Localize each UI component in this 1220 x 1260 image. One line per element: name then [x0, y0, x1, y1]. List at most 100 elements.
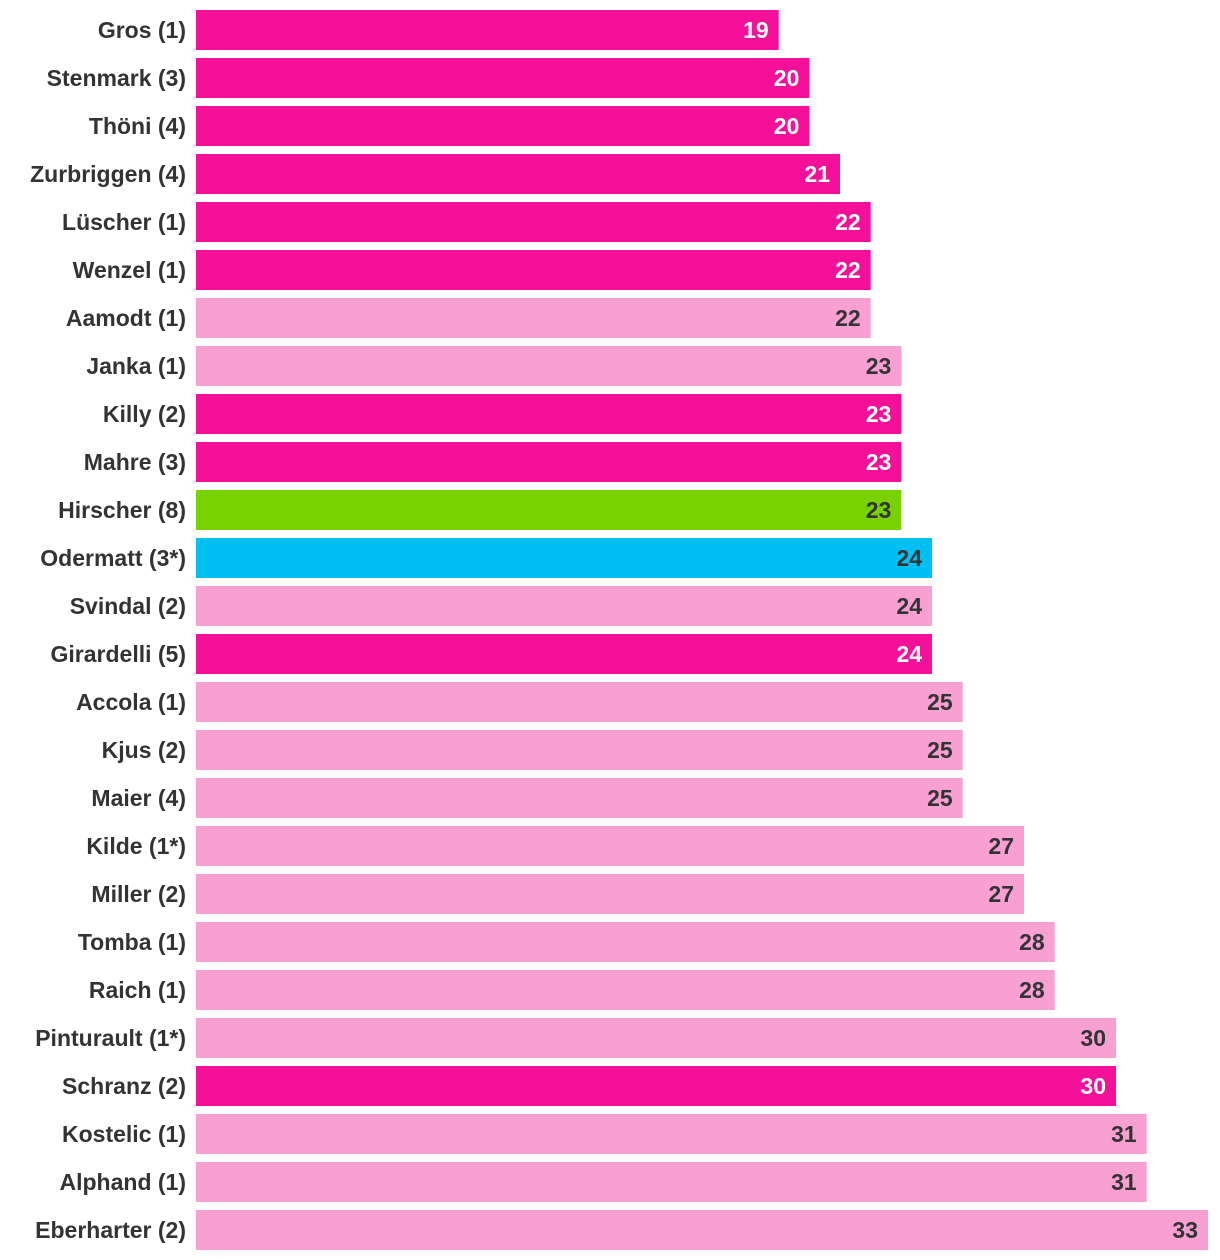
value-label: 20: [774, 65, 800, 91]
value-label: 22: [835, 305, 861, 331]
category-label: Killy (2): [103, 401, 186, 427]
value-label: 24: [896, 545, 922, 571]
value-label: 30: [1080, 1025, 1106, 1051]
bar-row: Raich (1) 28: [89, 970, 1055, 1010]
bar: [196, 58, 810, 98]
bar-row: Gros (1) 19: [98, 10, 779, 50]
bar-row: Girardelli (5) 24: [51, 634, 932, 674]
category-label: Girardelli (5): [51, 641, 186, 667]
bar-row: Odermatt (3*) 24: [40, 538, 932, 578]
bar-row: Kilde (1*) 27: [86, 826, 1024, 866]
bar-row: Zurbriggen (4) 21: [30, 154, 840, 194]
bar-row: Svindal (2) 24: [70, 586, 932, 626]
value-label: 21: [804, 161, 830, 187]
bar-row: Pinturault (1*) 30: [35, 1018, 1116, 1058]
bar-row: Eberharter (2) 33: [35, 1210, 1208, 1250]
value-label: 25: [927, 689, 953, 715]
bars-layer: Gros (1) 19 Stenmark (3) 20 Thöni (4) 20 Zurbr…: [30, 10, 1208, 1250]
category-label: Janka (1): [86, 353, 186, 379]
bar: [196, 10, 779, 50]
category-label: Gros (1): [98, 17, 186, 43]
bar: [196, 490, 902, 530]
value-label: 20: [774, 113, 800, 139]
value-label: 28: [1019, 977, 1045, 1003]
category-label: Eberharter (2): [35, 1217, 186, 1243]
bar: [196, 1210, 1208, 1250]
bar: [196, 394, 902, 434]
bar-row: Maier (4) 25: [91, 778, 963, 818]
bar-row: Hirscher (8) 23: [58, 490, 902, 530]
category-label: Alphand (1): [60, 1169, 187, 1195]
bar-row: Miller (2) 27: [91, 874, 1024, 914]
category-label: Mahre (3): [84, 449, 186, 475]
bar: [196, 442, 902, 482]
bar-row: Killy (2) 23: [103, 394, 902, 434]
bar-row: Mahre (3) 23: [84, 442, 902, 482]
category-label: Aamodt (1): [66, 305, 186, 331]
bar: [196, 586, 932, 626]
category-label: Schranz (2): [62, 1073, 186, 1099]
bar: [196, 682, 963, 722]
value-label: 30: [1080, 1073, 1106, 1099]
value-label: 23: [866, 449, 892, 475]
value-label: 24: [896, 593, 922, 619]
value-label: 22: [835, 257, 861, 283]
category-label: Svindal (2): [70, 593, 186, 619]
category-label: Zurbriggen (4): [30, 161, 186, 187]
value-label: 25: [927, 785, 953, 811]
bar: [196, 250, 871, 290]
bar: [196, 1162, 1147, 1202]
value-label: 31: [1111, 1169, 1137, 1195]
bar: [196, 346, 902, 386]
category-label: Stenmark (3): [47, 65, 186, 91]
bar: [196, 1066, 1116, 1106]
value-label: 25: [927, 737, 953, 763]
category-label: Lüscher (1): [62, 209, 186, 235]
bar-row: Kjus (2) 25: [102, 730, 963, 770]
value-label: 27: [988, 881, 1014, 907]
category-label: Thöni (4): [89, 113, 186, 139]
category-label: Hirscher (8): [58, 497, 186, 523]
bar-row: Accola (1) 25: [76, 682, 963, 722]
bar: [196, 730, 963, 770]
bar: [196, 634, 932, 674]
value-label: 33: [1172, 1217, 1198, 1243]
bar: [196, 874, 1024, 914]
bar: [196, 778, 963, 818]
bar-row: Tomba (1) 28: [78, 922, 1055, 962]
bar-row: Lüscher (1) 22: [62, 202, 871, 242]
category-label: Tomba (1): [78, 929, 186, 955]
value-label: 23: [866, 353, 892, 379]
bar: [196, 538, 932, 578]
bar-row: Janka (1) 23: [86, 346, 902, 386]
value-label: 23: [866, 401, 892, 427]
bar-row: Aamodt (1) 22: [66, 298, 871, 338]
category-label: Pinturault (1*): [35, 1025, 186, 1051]
category-label: Kjus (2): [102, 737, 186, 763]
value-label: 31: [1111, 1121, 1137, 1147]
value-label: 27: [988, 833, 1014, 859]
bar-row: Schranz (2) 30: [62, 1066, 1116, 1106]
bar: [196, 826, 1024, 866]
bar-row: Kostelic (1) 31: [62, 1114, 1147, 1154]
bar-row: Stenmark (3) 20: [47, 58, 810, 98]
category-label: Accola (1): [76, 689, 186, 715]
bar-row: Thöni (4) 20: [89, 106, 810, 146]
bar: [196, 106, 810, 146]
bar-row: Alphand (1) 31: [60, 1162, 1147, 1202]
value-label: 23: [866, 497, 892, 523]
value-label: 19: [743, 17, 769, 43]
bar: [196, 298, 871, 338]
bar: [196, 154, 840, 194]
category-label: Kostelic (1): [62, 1121, 186, 1147]
bar: [196, 202, 871, 242]
bar: [196, 970, 1055, 1010]
value-label: 28: [1019, 929, 1045, 955]
category-label: Miller (2): [91, 881, 186, 907]
category-label: Maier (4): [91, 785, 186, 811]
category-label: Kilde (1*): [86, 833, 186, 859]
category-label: Wenzel (1): [73, 257, 186, 283]
value-label: 22: [835, 209, 861, 235]
category-label: Raich (1): [89, 977, 186, 1003]
